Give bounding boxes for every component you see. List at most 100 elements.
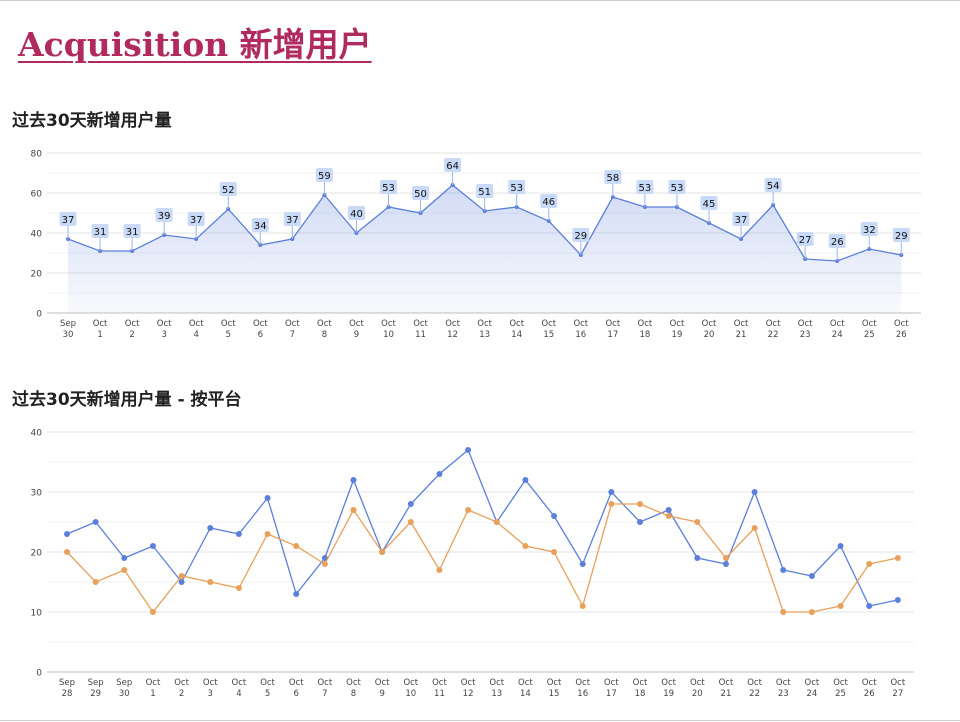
data-label-box — [412, 186, 430, 200]
data-label: 37 — [190, 215, 203, 226]
x-tick-label-day: 21 — [721, 689, 732, 699]
data-point — [235, 531, 242, 537]
data-label: 31 — [94, 227, 107, 238]
data-point — [264, 531, 271, 537]
x-tick-label-day: 19 — [663, 689, 674, 699]
data-point — [665, 513, 672, 519]
x-tick-label-month: Oct — [375, 678, 390, 688]
data-point — [465, 507, 472, 513]
x-tick-label-month: Oct — [798, 319, 813, 329]
data-label: 45 — [703, 199, 716, 210]
data-point — [579, 603, 586, 609]
top-border — [0, 0, 960, 1]
x-tick-label-month: Oct — [174, 678, 189, 688]
data-label-box — [59, 212, 77, 226]
x-tick-label-month: Oct — [573, 319, 588, 329]
x-tick-label-month: Oct — [461, 678, 476, 688]
data-label: 39 — [158, 211, 171, 222]
data-label-box — [187, 212, 205, 226]
x-tick-label-month: Oct — [805, 678, 820, 688]
data-label: 37 — [735, 215, 748, 226]
x-tick-label-month: Oct — [157, 319, 172, 329]
x-tick-label-month: Oct — [317, 319, 332, 329]
data-point — [207, 579, 214, 585]
x-tick-label-month: Sep — [116, 678, 132, 688]
data-label-box — [444, 158, 462, 172]
x-tick-label-day: 24 — [832, 330, 843, 340]
x-tick-label-month: Oct — [445, 319, 460, 329]
bottom-border — [0, 720, 960, 721]
x-tick-label-day: 17 — [606, 689, 617, 699]
x-tick-label-day: 3 — [208, 689, 213, 699]
x-tick-label-month: Oct — [575, 678, 590, 688]
x-tick-label-month: Oct — [289, 678, 304, 688]
chart-title-new-users-by-platform: 过去30天新增用户量 - 按平台 — [12, 390, 242, 410]
data-label-box — [347, 206, 365, 220]
data-point — [350, 477, 357, 483]
data-point — [608, 489, 615, 495]
x-tick-label-month: Oct — [93, 319, 108, 329]
data-point — [178, 579, 185, 585]
x-tick-label-day: 9 — [354, 330, 359, 340]
x-tick-label-day: 4 — [236, 689, 241, 699]
x-tick-label-month: Oct — [477, 319, 492, 329]
data-label-box — [540, 194, 558, 208]
x-tick-label-day: 30 — [119, 689, 130, 699]
data-label-box — [764, 178, 782, 192]
x-tick-label-month: Oct — [146, 678, 161, 688]
data-point — [264, 495, 271, 501]
x-tick-label-day: 25 — [864, 330, 875, 340]
data-label: 37 — [286, 215, 299, 226]
data-label: 54 — [767, 181, 780, 192]
x-tick-label-month: Oct — [830, 319, 845, 329]
page-title: Acquisition 新增用户 — [18, 25, 372, 64]
y-tick-label: 20 — [31, 270, 43, 280]
data-label: 29 — [895, 231, 908, 242]
data-label: 27 — [799, 235, 812, 246]
x-tick-label-day: 14 — [520, 689, 531, 699]
data-label-box — [604, 170, 622, 184]
x-tick-label-month: Oct — [690, 678, 705, 688]
data-label-box — [860, 222, 878, 236]
data-point — [694, 555, 701, 561]
x-tick-label-month: Oct — [894, 319, 909, 329]
series-line-2 — [66, 503, 898, 614]
data-label: 53 — [382, 183, 395, 194]
data-label-box — [828, 234, 846, 248]
x-tick-label-day: 23 — [800, 330, 811, 340]
x-tick-label-day: 26 — [896, 330, 907, 340]
y-tick-label: 30 — [31, 489, 43, 499]
y-tick-label: 0 — [36, 669, 42, 679]
data-label: 34 — [254, 221, 267, 232]
series-area-fill — [68, 185, 902, 313]
x-tick-label-day: 2 — [129, 330, 134, 340]
data-point — [522, 477, 529, 483]
x-tick-label-day: 11 — [434, 689, 445, 699]
data-point — [751, 489, 758, 495]
data-label-box — [732, 212, 750, 226]
x-tick-label-month: Oct — [862, 678, 877, 688]
x-tick-label-month: Oct — [221, 319, 236, 329]
x-tick-label-month: Oct — [890, 678, 905, 688]
y-tick-label: 40 — [31, 429, 43, 439]
data-point — [436, 567, 443, 573]
x-tick-label-day: 1 — [150, 689, 155, 699]
data-point — [722, 561, 729, 567]
data-label: 52 — [222, 185, 235, 196]
x-tick-label-month: Oct — [734, 319, 749, 329]
x-tick-label-day: 24 — [806, 689, 817, 699]
data-label-box — [892, 228, 910, 242]
data-point — [207, 525, 214, 531]
data-point — [808, 573, 815, 579]
data-label: 59 — [318, 171, 331, 182]
data-label: 29 — [574, 231, 587, 242]
x-tick-label-day: 10 — [405, 689, 416, 699]
data-point — [722, 555, 729, 561]
data-label: 26 — [831, 237, 844, 248]
data-label: 53 — [639, 183, 652, 194]
x-tick-label-month: Oct — [489, 678, 504, 688]
x-tick-label-month: Oct — [518, 678, 533, 688]
data-point — [149, 609, 156, 615]
x-tick-label-day: 16 — [575, 330, 586, 340]
data-label-box — [476, 184, 494, 198]
